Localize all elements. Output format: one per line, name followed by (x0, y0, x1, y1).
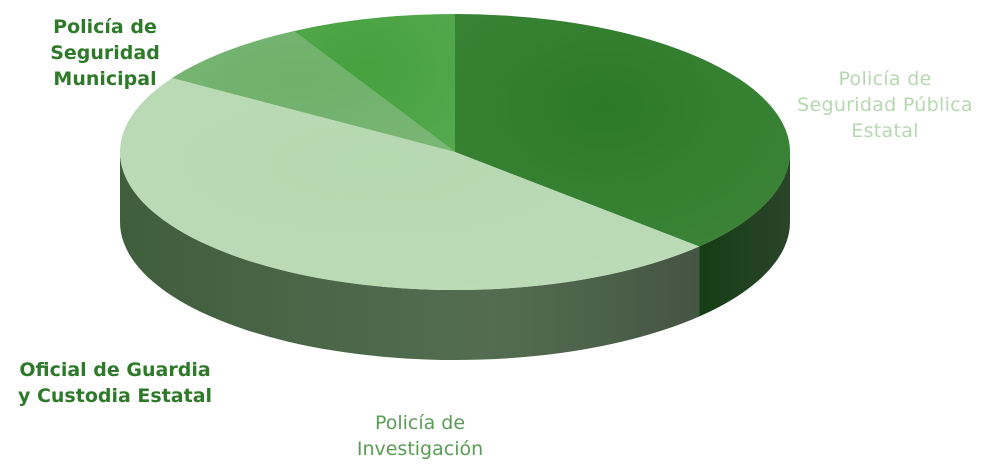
slice-oficial-de-guardia-y-custodia-estatal (293, 13, 455, 152)
slice-policia-de-seguridad-municipal (455, 14, 790, 247)
pie-rim-shading (120, 152, 790, 360)
slice-label-oficial-guardia-custodia: Oficial de Guardia y Custodia Estatal (17, 359, 213, 407)
slice-label-policia-seguridad-municipal: Policía de Seguridad Municipal (50, 16, 160, 90)
slice-label-policia-seguridad-publica-estatal: Policía de Seguridad Pública Estatal (797, 68, 973, 142)
slice-label-policia-investigacion: Policía de Investigación (356, 412, 484, 460)
slice-policia-de-seguridad-publica-estatal (119, 78, 700, 291)
slice-policia-de-investigacion (172, 31, 455, 152)
